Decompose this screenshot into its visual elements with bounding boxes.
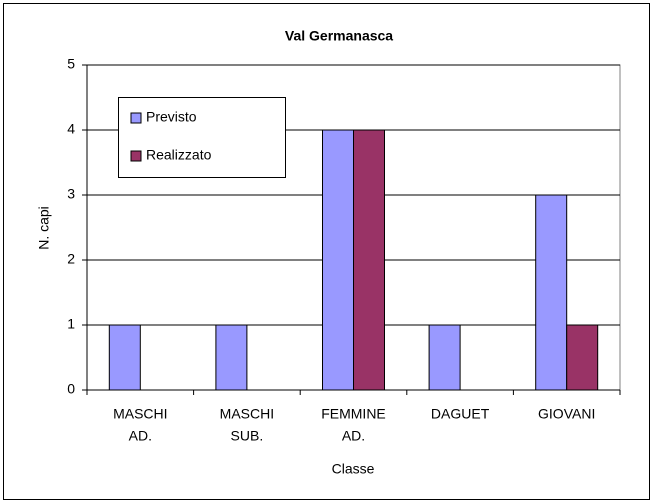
x-tick-label: AD. [129, 428, 152, 444]
y-tick-label: 3 [67, 186, 75, 202]
bar [108, 324, 141, 391]
legend-label: Realizzato [146, 147, 212, 163]
legend-swatch [130, 150, 142, 162]
legend-label: Previsto [146, 109, 197, 125]
x-tick-label: AD. [342, 428, 365, 444]
x-tick-label: MASCHI [220, 406, 274, 422]
y-axis-label: N. capi [36, 206, 52, 250]
y-tick-label: 0 [67, 381, 75, 397]
bar [322, 129, 354, 391]
chart-title: Val Germanasca [285, 28, 393, 44]
x-tick-label: SUB. [231, 428, 264, 444]
x-tick-label: GIOVANI [538, 406, 595, 422]
y-tick-label: 5 [67, 56, 75, 72]
x-axis-label: Classe [332, 461, 375, 477]
y-tick-label: 4 [67, 121, 75, 137]
bar [428, 324, 461, 391]
x-tick-label: FEMMINE [321, 406, 386, 422]
legend-swatch [130, 112, 142, 124]
bar [535, 194, 568, 391]
bar [353, 129, 385, 391]
bar [566, 324, 599, 391]
x-tick-label: DAGUET [431, 406, 490, 422]
y-tick-label: 1 [67, 316, 75, 332]
bar [215, 324, 248, 391]
legend-box [118, 97, 286, 178]
y-tick-label: 2 [67, 251, 75, 267]
x-tick-label: MASCHI [113, 406, 167, 422]
